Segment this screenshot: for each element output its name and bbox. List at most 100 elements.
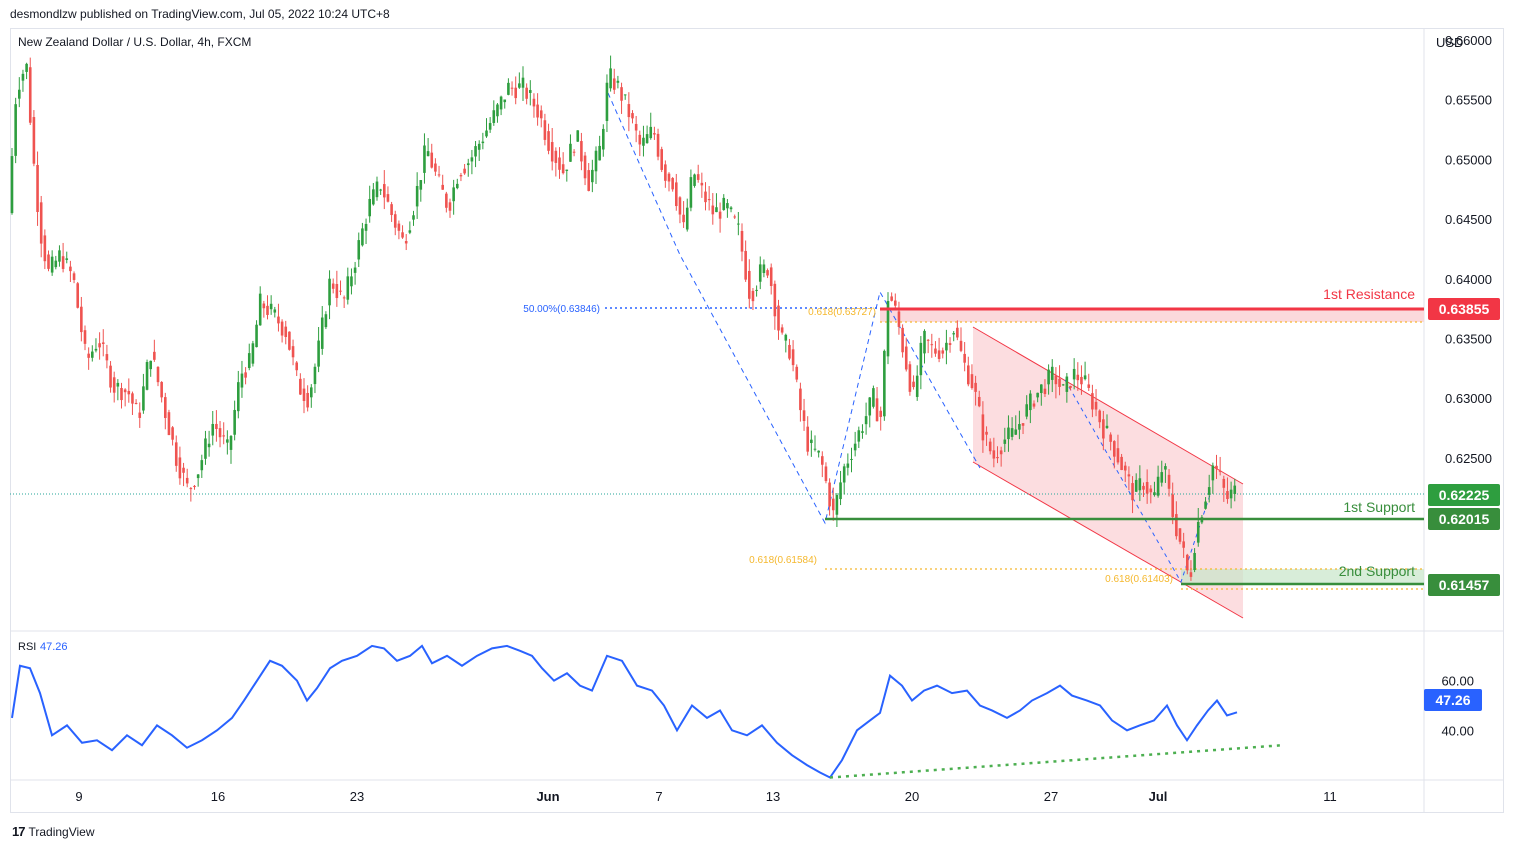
candle-down xyxy=(1178,528,1182,545)
fib-a-label: 0.618(0.63727) xyxy=(808,307,876,318)
candle-up xyxy=(649,112,653,140)
candle-up xyxy=(1211,462,1215,494)
candle-down xyxy=(1021,423,1025,435)
candle-down xyxy=(941,347,945,359)
candle-up xyxy=(503,99,507,109)
candle-down xyxy=(985,426,988,446)
candle-up xyxy=(485,118,488,138)
candle-up xyxy=(609,55,612,92)
candle-up xyxy=(375,176,379,201)
first-resistance-label: 1st Resistance xyxy=(1323,286,1415,302)
candle-up xyxy=(1156,465,1160,498)
candle-up xyxy=(835,493,839,528)
candle-up xyxy=(1072,358,1076,390)
candle-up xyxy=(1083,361,1087,381)
candle-up xyxy=(1050,359,1054,393)
candle-down xyxy=(342,295,346,309)
candle-up xyxy=(350,268,353,295)
rsi-value-badge xyxy=(1424,689,1482,711)
candle-down xyxy=(174,435,178,472)
candle-down xyxy=(105,344,109,369)
candle-down xyxy=(780,324,784,335)
candle-up xyxy=(368,185,371,223)
candle-down xyxy=(47,250,50,272)
candle-down xyxy=(510,81,514,96)
candle-down xyxy=(937,337,941,363)
time-tick-label: 16 xyxy=(211,789,225,804)
candle-down xyxy=(539,105,543,128)
candle-down xyxy=(744,240,747,282)
candle-up xyxy=(116,379,120,401)
candle-down xyxy=(153,339,156,362)
candle-up xyxy=(521,66,525,102)
candle-down xyxy=(587,163,590,192)
candle-up xyxy=(313,363,317,394)
candle-down xyxy=(879,406,882,431)
candle-up xyxy=(1007,415,1010,452)
candle-down xyxy=(182,462,185,487)
candle-down xyxy=(339,280,342,296)
candle-down xyxy=(547,123,550,155)
candle-up xyxy=(576,130,580,142)
candle-up xyxy=(419,180,423,202)
candle-down xyxy=(167,409,171,436)
resistance-price-text: 0.63855 xyxy=(1439,301,1490,317)
candle-up xyxy=(602,124,605,157)
candle-up xyxy=(357,232,361,268)
price-tick-label: 0.65000 xyxy=(1445,152,1492,167)
candle-up xyxy=(353,261,357,285)
candle-down xyxy=(218,420,222,448)
second-support-price-badge xyxy=(1428,574,1500,596)
time-tick-label: 23 xyxy=(350,789,364,804)
candle-down xyxy=(1218,456,1222,476)
wave-zigzag-2 xyxy=(1064,379,1211,584)
candle-up xyxy=(273,306,277,318)
candle-up xyxy=(1036,392,1039,403)
candle-down xyxy=(740,223,744,262)
candle-up xyxy=(1061,383,1065,386)
candle-down xyxy=(1087,373,1091,392)
candle-down xyxy=(437,165,441,178)
candle-up xyxy=(565,169,569,182)
footer: 17 TradingView xyxy=(12,824,95,839)
candle-down xyxy=(1186,553,1189,575)
candle-down xyxy=(799,382,802,422)
candle-down xyxy=(134,399,138,405)
candle-down xyxy=(72,271,76,284)
candle-down xyxy=(1171,482,1174,525)
candles xyxy=(10,55,1237,581)
candle-down xyxy=(164,392,167,430)
candle-up xyxy=(864,402,868,435)
candle-up xyxy=(758,256,762,290)
candle-down xyxy=(532,93,536,118)
candle-up xyxy=(211,410,215,446)
candle-up xyxy=(919,336,923,390)
candle-down xyxy=(769,263,773,295)
candle-down xyxy=(926,338,930,354)
candle-down xyxy=(1167,469,1171,497)
candle-down xyxy=(912,375,915,390)
candle-down xyxy=(627,92,631,132)
candle-down xyxy=(284,320,288,345)
candle-up xyxy=(233,400,236,441)
candle-up xyxy=(1193,548,1196,573)
candle-down xyxy=(1131,476,1134,514)
rsi-value-badge-text: 47.26 xyxy=(1435,692,1470,708)
candle-up xyxy=(496,103,499,123)
candle-up xyxy=(240,360,244,398)
support-price-text: 0.62015 xyxy=(1439,511,1490,527)
candle-down xyxy=(1069,385,1072,391)
candle-up xyxy=(54,255,58,270)
price-axis-ticks: 0.66000 0.65500 0.65000 0.64500 0.64000 0.635… xyxy=(1445,33,1492,466)
candle-down xyxy=(131,391,134,415)
candle-down xyxy=(821,451,824,478)
resistance-zone xyxy=(880,309,1424,322)
time-tick-label: 11 xyxy=(1323,789,1337,804)
time-tick-label: 13 xyxy=(766,789,780,804)
candle-up xyxy=(952,331,955,342)
fib-c-label: 0.618(0.61403) xyxy=(1105,574,1173,585)
price-tick-label: 0.63500 xyxy=(1445,331,1492,346)
candle-down xyxy=(28,57,32,126)
currency-label: USD xyxy=(1436,35,1463,50)
